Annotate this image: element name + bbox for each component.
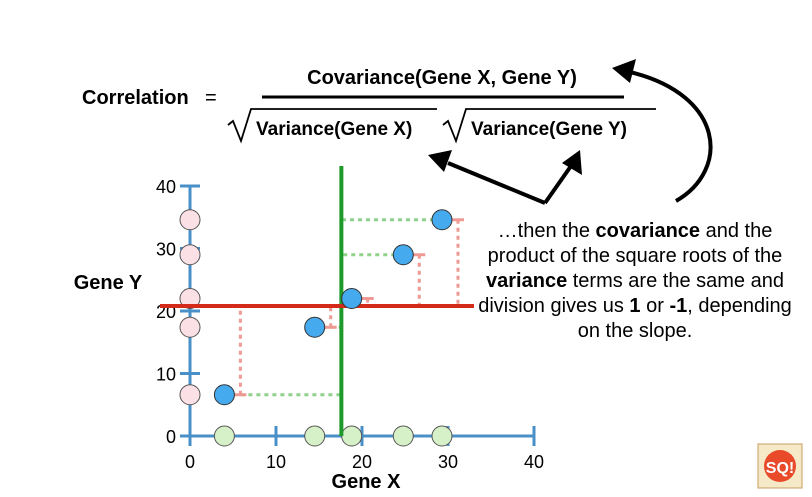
explanation-bold-minus-one: -1: [669, 295, 688, 317]
explanation-part: and the product of the square roots of t…: [487, 220, 783, 267]
arrowhead-numerator-icon: [612, 59, 636, 83]
x-rug-point: [392, 425, 414, 447]
arrowhead-variance-y-icon: [562, 150, 582, 175]
badge-circle-icon: [764, 450, 796, 482]
explanation-part: or: [640, 295, 670, 317]
formula-denominator-left: Variance(Gene X): [256, 119, 412, 140]
formula-lhs: Correlation: [82, 87, 189, 109]
explanation-text: …then the covariance and the product of …: [478, 219, 792, 344]
y-axis-label: Gene Y: [74, 272, 143, 294]
y-rug-point: [179, 384, 201, 406]
formula-numerator: Covariance(Gene X, Gene Y): [307, 67, 577, 89]
explanation-part: , depending on the slope.: [577, 295, 792, 342]
explanation-bold-covariance: covariance: [595, 220, 701, 242]
x-tick-label: 20: [352, 452, 372, 472]
x-tick-label: 10: [266, 452, 286, 472]
arrow-to-variance-x: [447, 161, 546, 205]
arrow-to-variance-y: [543, 164, 573, 205]
x-tick-label: 0: [185, 452, 195, 472]
annotation-arrows: [428, 59, 713, 205]
x-axis-label: Gene X: [332, 471, 402, 493]
formula-denominator-right: Variance(Gene Y): [471, 119, 627, 140]
badge-logo: SQ!: [766, 460, 794, 477]
mean-lines: [160, 166, 474, 436]
sqrt-sign-right-icon: [442, 108, 656, 144]
axis-labels: Gene X Gene Y: [74, 272, 401, 493]
x-rug-point: [341, 425, 363, 447]
x-rug-point: [431, 425, 453, 447]
y-rug-point: [179, 209, 201, 231]
sqrt-sign-left-icon: [227, 108, 437, 144]
y-rug-point: [179, 244, 201, 266]
x-tick-label: 30: [438, 452, 458, 472]
explanation-part: terms are the same and division gives us: [478, 270, 784, 317]
data-point: [431, 209, 453, 231]
y-tick-label: 40: [156, 177, 176, 197]
arrowhead-variance-x-icon: [428, 150, 452, 172]
marginal-rug-points: [179, 209, 453, 447]
x-rug-point: [304, 425, 326, 447]
x-rug-point: [213, 425, 235, 447]
x-tick-label: 40: [524, 452, 544, 472]
y-tick-label: 0: [166, 427, 176, 447]
data-point: [304, 316, 326, 338]
explanation-part: …then the: [497, 220, 596, 242]
arrow-to-numerator: [629, 70, 713, 203]
correlation-formula: Correlation = Covariance(Gene X, Gene Y)…: [82, 67, 656, 144]
data-point: [213, 384, 235, 406]
y-tick-label: 30: [156, 240, 176, 260]
y-rug-point: [179, 288, 201, 309]
y-tick-label: 10: [156, 365, 176, 385]
data-points: [213, 209, 453, 406]
data-point: [341, 288, 363, 309]
explanation-bold-one: 1: [629, 295, 641, 317]
statquest-badge: SQ!: [757, 443, 803, 489]
formula-equals: =: [205, 87, 217, 109]
explanation-bold-variance: variance: [486, 270, 568, 292]
data-point: [392, 244, 414, 266]
y-rug-point: [179, 316, 201, 338]
